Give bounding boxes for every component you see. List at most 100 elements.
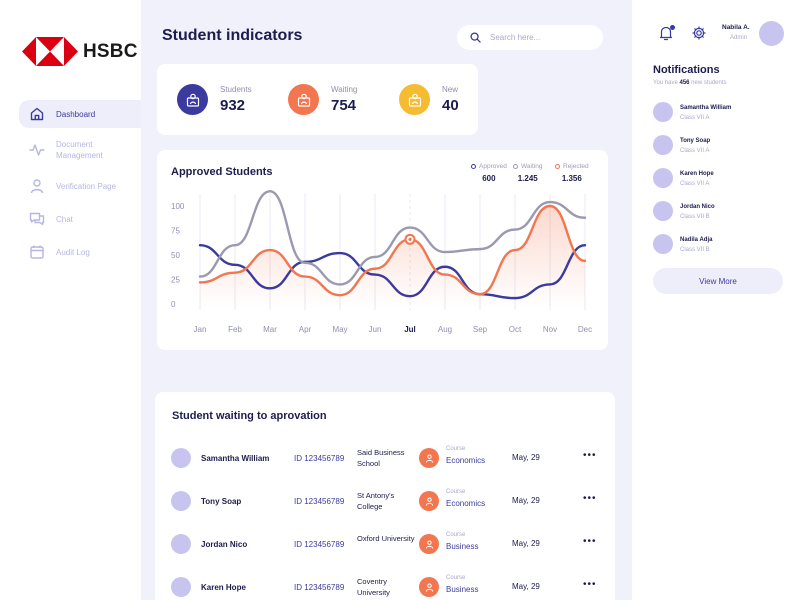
x-tick-label: Mar bbox=[263, 325, 277, 334]
more-options-icon[interactable]: ••• bbox=[583, 493, 597, 504]
notification-class: Class VII B bbox=[680, 214, 710, 220]
sidebar-item-label: Dashboard bbox=[56, 109, 96, 119]
stats-card: Students 932 Waiting 754 New 40 bbox=[157, 64, 478, 135]
course-label: Course bbox=[446, 446, 466, 452]
stat-waiting: Waiting 754 bbox=[288, 84, 357, 115]
avatar bbox=[653, 234, 673, 254]
course-label: Course bbox=[446, 532, 466, 538]
notification-item[interactable]: Karen Hope Class VII A bbox=[653, 168, 793, 190]
stat-label: Waiting bbox=[331, 85, 358, 94]
x-tick-label: Nov bbox=[543, 325, 557, 334]
waiting-students-card: Student waiting to aprovation Samantha W… bbox=[155, 392, 615, 600]
avatar bbox=[171, 577, 191, 597]
sidebar-item-chat[interactable]: Chat bbox=[19, 205, 141, 233]
table-row[interactable]: Karen Hope ID 123456789 Coventry Universit… bbox=[155, 573, 615, 600]
table-row[interactable]: Jordan Nico ID 123456789 Oxford University… bbox=[155, 530, 615, 560]
student-name: Karen Hope bbox=[201, 583, 246, 592]
y-tick-label: 0 bbox=[171, 300, 176, 309]
x-tick-label: Apr bbox=[299, 325, 312, 334]
new-students-icon bbox=[399, 84, 430, 115]
request-date: May, 29 bbox=[512, 496, 540, 505]
course-value: Economics bbox=[446, 499, 486, 508]
avatar bbox=[171, 491, 191, 511]
user-icon bbox=[30, 179, 44, 194]
notifications-subtitle: You have 456 new students bbox=[653, 80, 727, 86]
y-tick-label: 50 bbox=[171, 251, 180, 260]
legend-marker bbox=[513, 164, 518, 169]
notification-item[interactable]: Nadila Adja Class VII B bbox=[653, 234, 793, 256]
legend-approved: Approved 600 bbox=[471, 163, 507, 183]
x-tick-label: Oct bbox=[509, 325, 522, 334]
request-date: May, 29 bbox=[512, 582, 540, 591]
notification-item[interactable]: Samantha William Class VII A bbox=[653, 102, 793, 124]
x-tick-label: Dec bbox=[578, 325, 592, 334]
sidebar: HSBC Dashboard Document Management Verif… bbox=[0, 0, 141, 600]
y-tick-label: 100 bbox=[171, 202, 185, 211]
home-icon bbox=[30, 107, 44, 121]
notification-name: Jordan Nico bbox=[680, 204, 715, 210]
series-line-waiting bbox=[198, 190, 587, 286]
search-bar[interactable] bbox=[457, 25, 603, 50]
legend-value: 600 bbox=[482, 174, 496, 183]
student-school: Said Business School bbox=[357, 448, 405, 468]
student-id: ID 123456789 bbox=[294, 497, 345, 506]
course-user-icon bbox=[419, 534, 439, 554]
more-options-icon[interactable]: ••• bbox=[583, 450, 597, 461]
x-tick-label: May bbox=[332, 325, 347, 334]
avatar bbox=[653, 168, 673, 188]
rejected-area bbox=[200, 206, 585, 308]
course-user-icon bbox=[419, 448, 439, 468]
notification-class: Class VII A bbox=[680, 115, 710, 121]
legend-rejected: Rejected 1.356 bbox=[555, 163, 589, 183]
sidebar-item-document-management[interactable]: Document Management bbox=[19, 133, 141, 167]
table-title: Student waiting to aprovation bbox=[172, 410, 327, 422]
approved-students-chart: 0 25 50 75 100 Jan Feb Mar Apr May Jun Jul Aug Sep Oct… bbox=[171, 190, 592, 334]
series-line-rejected bbox=[198, 204, 587, 297]
notification-dot bbox=[670, 25, 675, 30]
notification-class: Class VII B bbox=[680, 247, 710, 253]
search-input[interactable] bbox=[490, 33, 590, 42]
table-row[interactable]: Tony Soap ID 123456789 St Antony's College… bbox=[155, 487, 615, 517]
course-value: Business bbox=[446, 542, 479, 551]
notification-name: Nadila Adja bbox=[680, 237, 713, 243]
notification-item[interactable]: Tony Soap Class VII A bbox=[653, 135, 793, 157]
sidebar-item-audit-log[interactable]: Audit Log bbox=[19, 238, 141, 266]
x-tick-label: Sep bbox=[473, 325, 488, 334]
notification-class: Class VII A bbox=[680, 181, 710, 187]
course-label: Course bbox=[446, 489, 466, 495]
avatar bbox=[653, 102, 673, 122]
sidebar-item-label: Chat bbox=[56, 214, 73, 224]
course-label: Course bbox=[446, 575, 466, 581]
table-row[interactable]: Samantha William ID 123456789 Said Busines… bbox=[155, 444, 615, 474]
user-name: Nabila A. bbox=[722, 24, 750, 31]
sidebar-item-label: Audit Log bbox=[56, 247, 90, 257]
student-name: Tony Soap bbox=[201, 497, 242, 506]
gear-icon[interactable] bbox=[690, 24, 708, 42]
more-options-icon[interactable]: ••• bbox=[583, 579, 597, 590]
course-value: Economics bbox=[446, 456, 486, 465]
legend-label: Approved bbox=[479, 163, 507, 170]
pulse-icon bbox=[29, 144, 45, 156]
sidebar-item-dashboard[interactable]: Dashboard bbox=[19, 100, 141, 128]
course-user-icon bbox=[419, 491, 439, 511]
notification-item[interactable]: Jordan Nico Class VII B bbox=[653, 201, 793, 223]
user-avatar[interactable] bbox=[759, 21, 784, 46]
view-more-button[interactable]: View More bbox=[653, 268, 783, 294]
x-tick-label: Jun bbox=[369, 325, 382, 334]
waiting-icon bbox=[288, 84, 319, 115]
page-title: Student indicators bbox=[162, 27, 303, 44]
legend-marker bbox=[555, 164, 560, 169]
stat-new: New 40 bbox=[399, 84, 459, 115]
legend-value: 1.356 bbox=[561, 174, 582, 183]
more-options-icon[interactable]: ••• bbox=[583, 536, 597, 547]
bell-icon[interactable] bbox=[657, 24, 675, 42]
notification-class: Class VII A bbox=[680, 148, 710, 154]
sidebar-item-verification-page[interactable]: Verification Page bbox=[19, 172, 141, 200]
student-name: Jordan Nico bbox=[201, 540, 248, 549]
hsbc-logo[interactable]: HSBC bbox=[22, 37, 138, 66]
legend-label: Rejected bbox=[563, 163, 589, 170]
legend-waiting: Waiting 1.245 bbox=[513, 163, 542, 183]
notification-name: Samantha William bbox=[680, 105, 732, 111]
request-date: May, 29 bbox=[512, 453, 540, 462]
student-id: ID 123456789 bbox=[294, 454, 345, 463]
